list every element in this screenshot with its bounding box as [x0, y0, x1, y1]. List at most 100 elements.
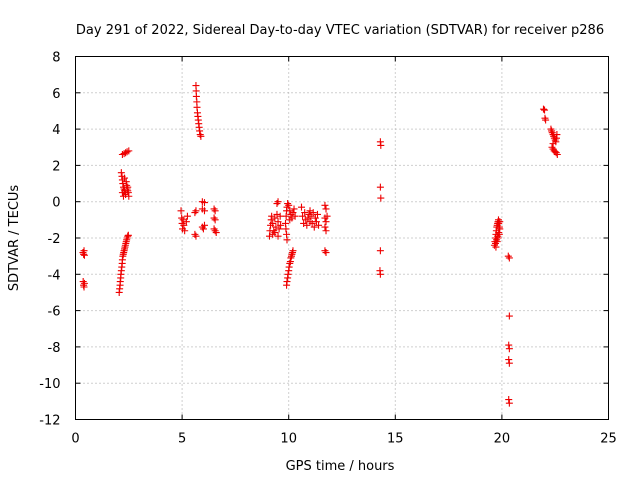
data-point: [268, 212, 276, 220]
data-point: [210, 205, 218, 213]
data-point: [297, 203, 305, 211]
y-tick-label: -10: [39, 377, 60, 392]
data-point: [322, 227, 330, 235]
data-point: [276, 212, 284, 220]
data-point: [124, 232, 132, 240]
y-tick-label: -8: [48, 341, 61, 356]
data-point: [291, 212, 299, 220]
data-point: [192, 232, 200, 240]
data-point: [124, 183, 132, 191]
data-point: [288, 250, 296, 258]
data-point: [181, 227, 189, 235]
x-axis: 0 5 10 15 20 25: [71, 56, 617, 447]
data-point: [287, 254, 295, 262]
data-point: [183, 212, 191, 220]
data-point: [125, 147, 133, 155]
data-point: [117, 169, 125, 177]
data-point: [211, 207, 219, 215]
grid: [75, 56, 609, 420]
data-point: [277, 221, 285, 229]
data-point: [273, 200, 281, 208]
data-point: [80, 251, 88, 259]
data-points: [79, 82, 561, 407]
data-point: [505, 345, 513, 353]
data-point: [492, 243, 500, 251]
data-point: [200, 221, 208, 229]
data-point: [196, 131, 204, 139]
data-point: [541, 106, 549, 114]
data-point: [505, 341, 513, 349]
data-point: [496, 218, 504, 226]
data-point: [122, 178, 130, 186]
data-point: [284, 200, 292, 208]
data-point: [505, 312, 513, 320]
data-point: [179, 216, 187, 224]
data-point: [271, 229, 279, 237]
data-point: [505, 396, 513, 404]
data-point: [494, 234, 502, 242]
data-point: [285, 263, 293, 271]
data-point: [212, 229, 220, 237]
y-tick-label: -6: [48, 305, 61, 320]
y-tick-label: 2: [52, 159, 60, 174]
data-point: [283, 278, 291, 286]
data-point: [119, 180, 127, 188]
data-point: [505, 399, 513, 407]
data-point: [376, 247, 384, 255]
data-point: [377, 194, 385, 202]
data-point: [289, 247, 297, 255]
x-tick-label: 25: [600, 432, 617, 447]
data-point: [307, 212, 315, 220]
data-point: [125, 192, 133, 200]
x-tick-label: 20: [494, 432, 511, 447]
x-tick-label: 5: [178, 432, 186, 447]
data-point: [123, 148, 131, 156]
x-tick-label: 0: [71, 432, 79, 447]
data-point: [505, 356, 513, 364]
data-point: [191, 209, 199, 217]
y-tick-label: 4: [52, 123, 60, 138]
data-point: [311, 214, 319, 222]
data-point: [315, 221, 323, 229]
data-point: [493, 238, 501, 246]
data-point: [495, 229, 503, 237]
data-point: [283, 236, 291, 244]
data-point: [310, 223, 318, 231]
y-tick-label: 8: [52, 51, 60, 66]
data-point: [211, 216, 219, 224]
data-point: [80, 279, 88, 287]
data-point: [122, 149, 130, 157]
data-point: [286, 259, 294, 267]
data-point: [377, 141, 385, 149]
data-point: [312, 218, 320, 226]
data-point: [274, 232, 282, 240]
data-point: [282, 225, 290, 233]
data-point: [192, 207, 200, 215]
x-tick-label: 15: [387, 432, 404, 447]
data-point: [323, 212, 331, 220]
data-point: [200, 199, 208, 207]
chart-title: Day 291 of 2022, Sidereal Day-to-day VTE…: [76, 23, 604, 38]
y-tick-label: 6: [52, 87, 60, 102]
data-point: [539, 105, 547, 113]
data-point: [301, 209, 309, 217]
data-point: [290, 205, 298, 213]
data-point: [286, 216, 294, 224]
y-axis-label: SDTVAR / TECUs: [7, 185, 22, 292]
data-point: [322, 249, 330, 257]
data-point: [505, 359, 513, 367]
data-point: [274, 218, 282, 226]
y-tick-label: 0: [52, 196, 60, 211]
y-axis: -12 -10 -8 -6 -4 -2 0 2 4 6 8: [39, 51, 609, 429]
data-point: [313, 210, 321, 218]
data-point: [541, 114, 549, 122]
data-point: [211, 227, 219, 235]
y-tick-label: -12: [39, 414, 60, 429]
x-tick-label: 10: [280, 432, 297, 447]
data-point: [322, 205, 330, 213]
data-point: [505, 254, 513, 262]
data-point: [542, 116, 550, 124]
data-point: [376, 270, 384, 278]
data-point: [321, 223, 329, 231]
